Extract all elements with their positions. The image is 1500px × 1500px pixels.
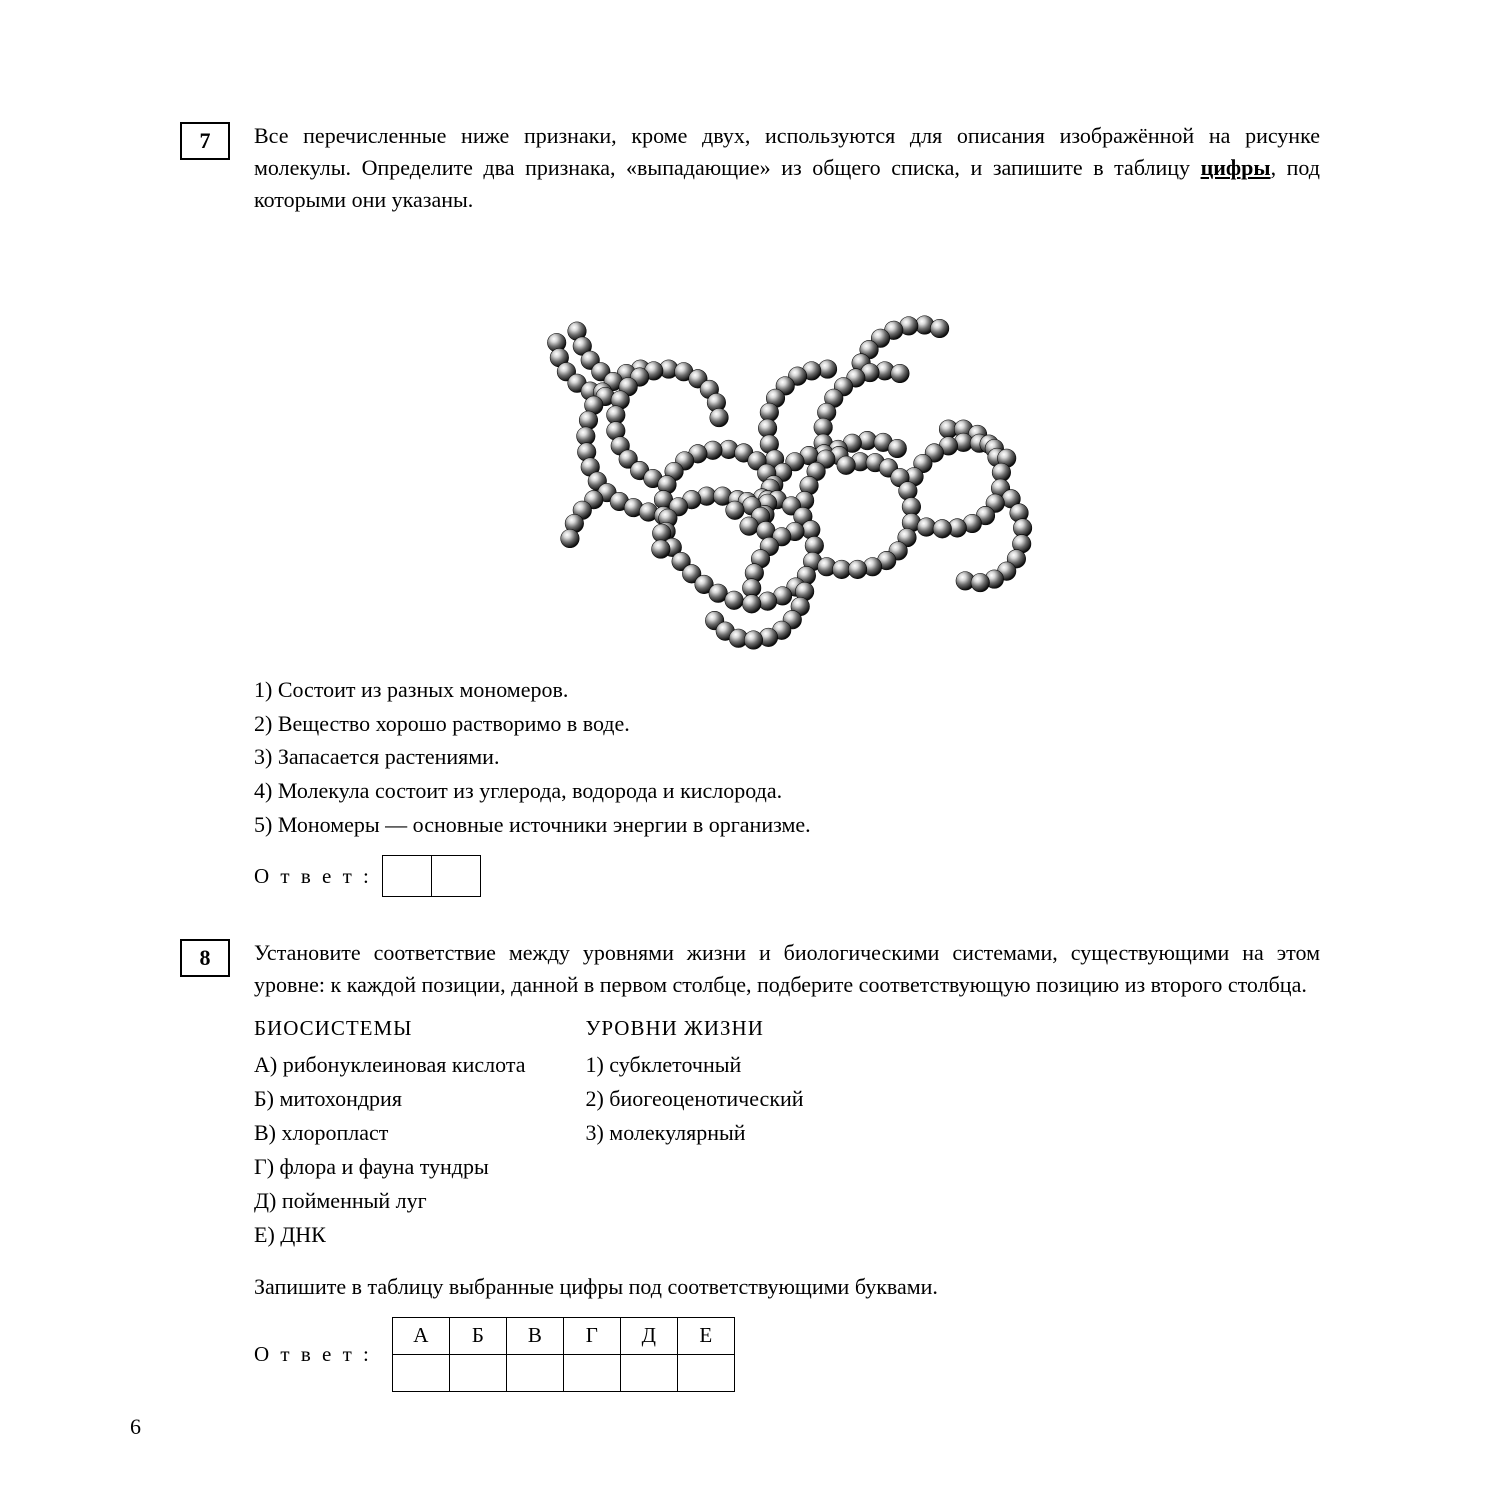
q7-options: 1) Состоит из разных мономеров. 2) Вещес… [254, 674, 1320, 841]
q7-text-part1: Все перечисленные ниже признаки, кроме д… [254, 123, 1320, 180]
table-header: А [392, 1317, 449, 1354]
q8-answer-row: О т в е т : А Б В Г Д Е [254, 1317, 1320, 1392]
q8-right-item: 3) молекулярный [585, 1117, 803, 1149]
answer-label: О т в е т : [254, 1339, 372, 1369]
answer-input-box[interactable] [382, 855, 431, 897]
q8-right-column: УРОВНИ ЖИЗНИ 1) субклеточный 2) биогеоце… [585, 1013, 803, 1253]
q7-text-bold: цифры [1201, 155, 1271, 180]
q7-answer-row: О т в е т : [254, 855, 1320, 897]
q7-option: 1) Состоит из разных мономеров. [254, 674, 1320, 706]
q8-left-item: Е) ДНК [254, 1219, 525, 1251]
q8-columns: БИОСИСТЕМЫ А) рибонуклеиновая кислота Б)… [254, 1013, 1320, 1253]
question-number-box: 8 [180, 939, 230, 977]
question-body: Все перечисленные ниже признаки, кроме д… [254, 120, 1320, 897]
q8-answer-table: А Б В Г Д Е [392, 1317, 735, 1392]
q7-option: 3) Запасается растениями. [254, 741, 1320, 773]
q8-right-item: 2) биогеоценотический [585, 1083, 803, 1115]
table-header: Г [563, 1317, 620, 1354]
q8-text: Установите соответствие между уровнями ж… [254, 940, 1320, 997]
q8-left-item: Г) флора и фауна тундры [254, 1151, 525, 1183]
q8-left-item: А) рибонуклеиновая кислота [254, 1049, 525, 1081]
q7-answer-boxes [382, 855, 481, 897]
q8-right-item: 1) субклеточный [585, 1049, 803, 1081]
question-number: 7 [200, 128, 211, 154]
table-input-cell[interactable] [563, 1354, 620, 1391]
q8-right-title: УРОВНИ ЖИЗНИ [585, 1013, 803, 1043]
answer-label: О т в е т : [254, 861, 372, 891]
table-header-row: А Б В Г Д Е [392, 1317, 734, 1354]
question-number: 8 [200, 945, 211, 971]
molecule-svg [487, 230, 1087, 660]
table-input-row [392, 1354, 734, 1391]
q8-left-title: БИОСИСТЕМЫ [254, 1013, 525, 1043]
question-number-box: 7 [180, 122, 230, 160]
q8-left-item: Д) пойменный луг [254, 1185, 525, 1217]
q8-instruction: Запишите в таблицу выбранные цифры под с… [254, 1271, 1320, 1303]
table-header: Е [677, 1317, 734, 1354]
table-input-cell[interactable] [506, 1354, 563, 1391]
q7-option: 4) Молекула состоит из углерода, водород… [254, 775, 1320, 807]
q8-left-column: БИОСИСТЕМЫ А) рибонуклеиновая кислота Б)… [254, 1013, 525, 1253]
q8-left-list: А) рибонуклеиновая кислота Б) митохондри… [254, 1049, 525, 1250]
table-input-cell[interactable] [677, 1354, 734, 1391]
q8-right-list: 1) субклеточный 2) биогеоценотический 3)… [585, 1049, 803, 1149]
question-body: Установите соответствие между уровнями ж… [254, 937, 1320, 1391]
table-header: Д [620, 1317, 677, 1354]
table-input-cell[interactable] [449, 1354, 506, 1391]
q8-left-item: Б) митохондрия [254, 1083, 525, 1115]
page-number: 6 [130, 1414, 141, 1440]
question-8: 8 Установите соответствие между уровнями… [180, 937, 1320, 1391]
table-header: В [506, 1317, 563, 1354]
q7-option: 5) Мономеры — основные источники энергии… [254, 809, 1320, 841]
page: 7 Все перечисленные ниже признаки, кроме… [0, 0, 1500, 1500]
answer-input-box[interactable] [431, 855, 481, 897]
molecule-figure [487, 230, 1087, 660]
table-input-cell[interactable] [620, 1354, 677, 1391]
q8-left-item: В) хлоропласт [254, 1117, 525, 1149]
q7-option: 2) Вещество хорошо растворимо в воде. [254, 708, 1320, 740]
table-input-cell[interactable] [392, 1354, 449, 1391]
table-header: Б [449, 1317, 506, 1354]
question-7: 7 Все перечисленные ниже признаки, кроме… [180, 120, 1320, 897]
